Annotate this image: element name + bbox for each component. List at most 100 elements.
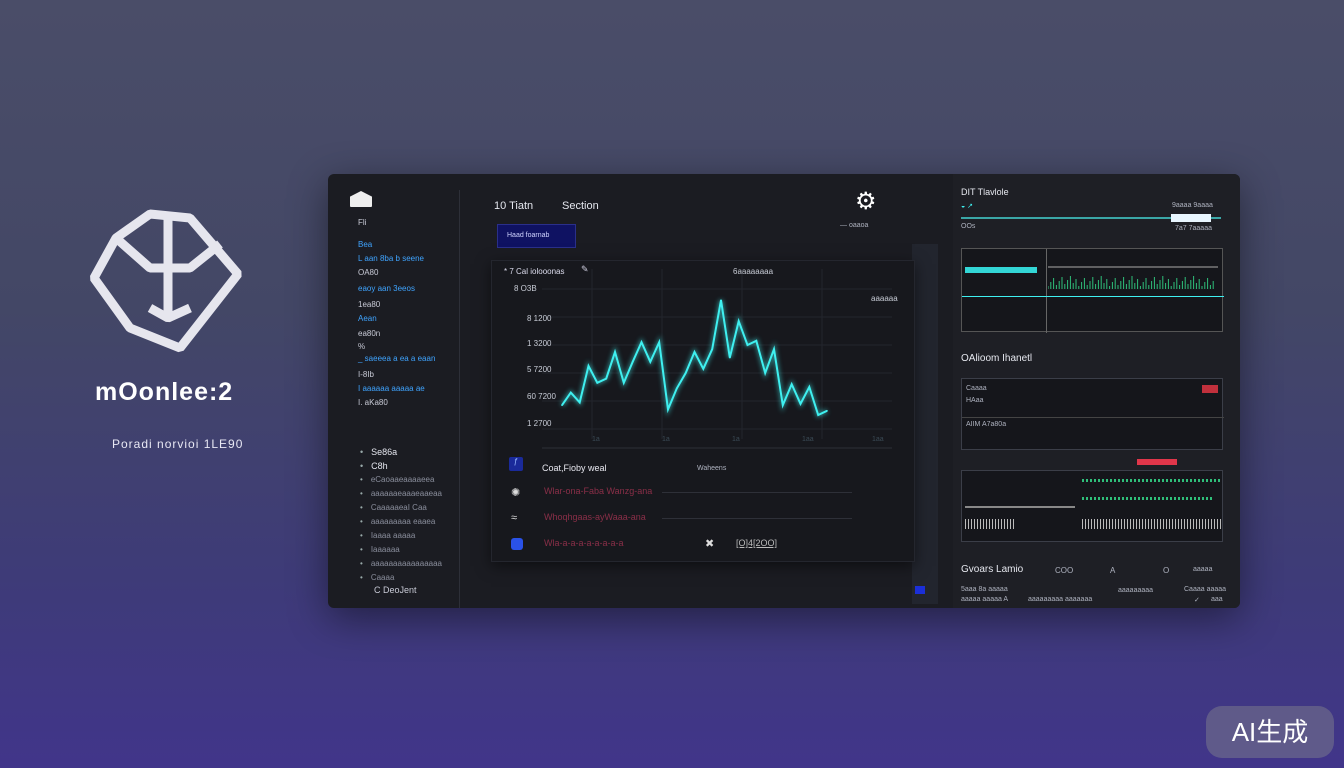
trace-panel <box>961 470 1223 542</box>
sidebar-item[interactable]: Bea <box>358 240 373 249</box>
panel3-cell: aaaaa aaaaa A <box>961 596 1009 603</box>
panel2-label: HAaa <box>966 397 984 404</box>
data-point <box>676 387 678 390</box>
check-icon[interactable]: ✓ <box>1194 597 1200 604</box>
sidebar-item[interactable]: _ saeeea a ea a eaan <box>358 354 436 363</box>
data-point <box>737 320 740 322</box>
sidebar-item[interactable]: I-8Ib <box>358 370 375 379</box>
side-scroll-panel[interactable] <box>912 244 938 604</box>
data-point <box>729 356 731 359</box>
right-panel: DIT Tlavlole ◒ ↗ 9aaaa 9aaaa OOs 7a7 7aa… <box>953 174 1240 608</box>
panel1-value: 9aaaa 9aaaa <box>1172 202 1213 209</box>
data-point <box>693 351 696 353</box>
signal-panel <box>961 248 1224 333</box>
data-point <box>808 386 811 388</box>
data-point <box>570 391 572 394</box>
sidebar-item[interactable]: eaoy aan 3eeos <box>358 284 415 293</box>
data-point <box>587 365 590 367</box>
alert-badge[interactable] <box>1202 385 1218 393</box>
satellite-icon: ✖ <box>705 538 715 550</box>
panel1-progress[interactable] <box>961 214 1221 222</box>
sidebar-item[interactable]: I aaaaaa aaaaa ae <box>358 384 425 393</box>
sidebar-secondary-item[interactable]: • aaaaaaeaaaeaaeaa <box>360 489 442 498</box>
chart-card: * 7 Cal iolooonas ✎ 6aaaaaaaa aaaaaa 8 O… <box>491 260 915 562</box>
sidebar-secondary-label: CaaaaaeaI Caa <box>370 503 427 512</box>
sidebar-item[interactable]: I. aKa80 <box>358 398 388 407</box>
data-point <box>596 382 599 384</box>
data-point <box>755 340 758 342</box>
primary-button[interactable]: Haad foarnab <box>497 224 576 248</box>
sidebar-item[interactable]: ea80n <box>358 329 381 338</box>
panel2-title: OAlioom Ihanetl <box>961 353 1033 364</box>
data-point <box>764 372 766 374</box>
bullet-icon: • <box>360 447 364 457</box>
sidebar-secondary-label: Caaaa <box>370 573 395 582</box>
panel1-icons: ◒ ↗ <box>961 203 974 210</box>
chart-center-label: 6aaaaaaaa <box>733 267 774 276</box>
sidebar-item[interactable]: L aan 8ba b seene <box>358 254 424 263</box>
panel1-sub: OOs <box>961 223 976 230</box>
sidebar-secondary-label: aaaaaaaaaaaaaaaa <box>370 559 442 568</box>
list-row[interactable]: Wlar-ona-Faba Wanzg-ana <box>544 486 653 496</box>
sidebar-secondary-item[interactable]: • CaaaaaeaI Caa <box>360 503 427 512</box>
sidebar-secondary-item[interactable]: • Iaaaa aaaaa <box>360 531 415 540</box>
list-row[interactable]: Wla-a-a-a-a-a-a-a-a <box>544 538 624 548</box>
sidebar-secondary-item[interactable]: • aaaaaaaaaaaaaaaa <box>360 559 442 568</box>
brand-tagline: Poradi norvioi 1LE90 <box>112 437 244 451</box>
scatter-panel: Caaaa HAaa AIIM A7a80a <box>961 378 1224 450</box>
data-point <box>561 404 563 406</box>
sidebar-item[interactable]: Aean <box>358 314 377 323</box>
brand-name: mOonlee:2 <box>95 378 234 406</box>
list-header-icon: ƒ <box>509 457 523 471</box>
sidebar-secondary-item[interactable]: • eCaoaaeaaaaeea <box>360 475 434 484</box>
list-row[interactable]: Whoqhgaas-ayWaaa-ana <box>544 512 646 522</box>
panel3-title: Gvoars Lamio <box>961 564 1024 575</box>
gear-caption: — oaaoa <box>840 222 869 229</box>
sidebar-secondary-item[interactable]: • aaaaaaaaa eaaea <box>360 517 435 526</box>
panel3-cell: 5aaa 8a aaaaa <box>961 586 1008 593</box>
sidebar-secondary-item[interactable]: • Iaaaaaa <box>360 545 400 554</box>
x-tick-label: 1a <box>732 436 740 443</box>
status-bar-red <box>1137 459 1177 465</box>
bullet-icon: • <box>360 461 364 471</box>
data-point <box>773 348 775 350</box>
y-tick-label: 5 7200 <box>527 365 552 374</box>
data-point <box>746 344 749 346</box>
data-point <box>667 408 669 411</box>
data-point <box>790 383 793 385</box>
app-window: Fli Bea L aan 8ba b seene OA80 eaoy aan 3eeo… <box>328 174 1240 608</box>
chart-link-icon[interactable]: ✎ <box>581 264 589 274</box>
x-tick-label: 1aa <box>872 436 884 443</box>
bullet-icon: • <box>360 503 363 512</box>
sidebar-item[interactable]: 1ea80 <box>358 300 381 309</box>
gear-icon[interactable]: ⚙ <box>855 188 877 215</box>
sidebar-item[interactable]: Fli <box>358 218 367 227</box>
sidebar-secondary-item[interactable]: • Se86a <box>360 447 397 457</box>
panel2-label: Caaaa <box>966 385 987 392</box>
panel3-cell: aaa <box>1211 596 1223 603</box>
data-point <box>720 299 722 301</box>
sidebar-secondary-label: Se86a <box>371 447 398 457</box>
x-tick-label: 1aa <box>802 436 814 443</box>
sidebar-footer[interactable]: C DeoJent <box>374 585 417 595</box>
sidebar-secondary-label: Iaaaa aaaaa <box>370 531 416 540</box>
bullet-icon: • <box>360 475 363 484</box>
sidebar-item[interactable]: OA80 <box>358 268 379 277</box>
panel1-caption: 7a7 7aaaaa <box>1175 225 1212 232</box>
data-point <box>649 361 652 363</box>
tab-section[interactable]: Section <box>562 200 599 212</box>
sidebar-item[interactable]: % <box>358 342 366 351</box>
sidebar-secondary-item[interactable]: • C8h <box>360 461 388 471</box>
data-point <box>578 401 581 404</box>
data-point <box>702 368 705 370</box>
bullet-icon: • <box>360 531 363 540</box>
wave-icon: ≈ <box>511 512 518 524</box>
tab-primary[interactable]: 10 Tiatn <box>494 200 534 212</box>
y-tick-label: 1 2700 <box>527 419 552 428</box>
data-point <box>658 341 660 343</box>
x-tick-label: 1a <box>662 436 670 443</box>
sidebar-secondary-item[interactable]: • Caaaa <box>360 573 394 582</box>
bullet-icon: • <box>360 545 363 554</box>
data-point <box>623 382 625 384</box>
sidebar-secondary-label: C8h <box>371 461 388 471</box>
